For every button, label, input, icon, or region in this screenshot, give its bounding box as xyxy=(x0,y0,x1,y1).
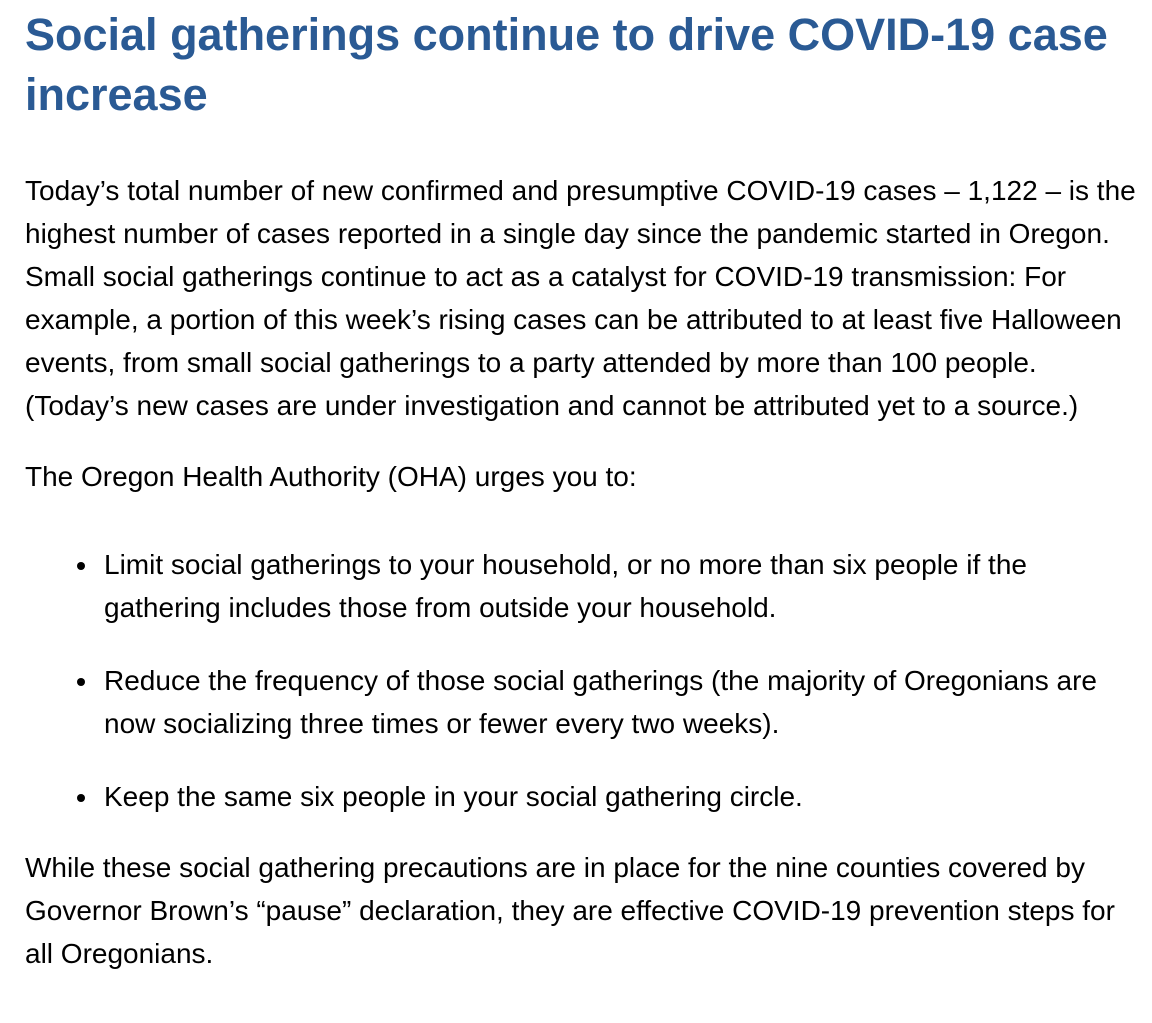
article-body: Social gatherings continue to drive COVI… xyxy=(0,5,1152,975)
recommendations-list: Limit social gatherings to your househol… xyxy=(25,543,1142,818)
intro-paragraph: Today’s total number of new confirmed an… xyxy=(25,175,1136,421)
page-title: Social gatherings continue to drive COVI… xyxy=(25,9,1108,120)
list-item: Reduce the frequency of those social gat… xyxy=(100,659,1142,745)
list-item: Keep the same six people in your social … xyxy=(100,775,1142,818)
closing-paragraph: While these social gathering precautions… xyxy=(25,852,1115,969)
oha-urges-paragraph: The Oregon Health Authority (OHA) urges … xyxy=(25,461,637,492)
list-item: Limit social gatherings to your househol… xyxy=(100,543,1142,629)
